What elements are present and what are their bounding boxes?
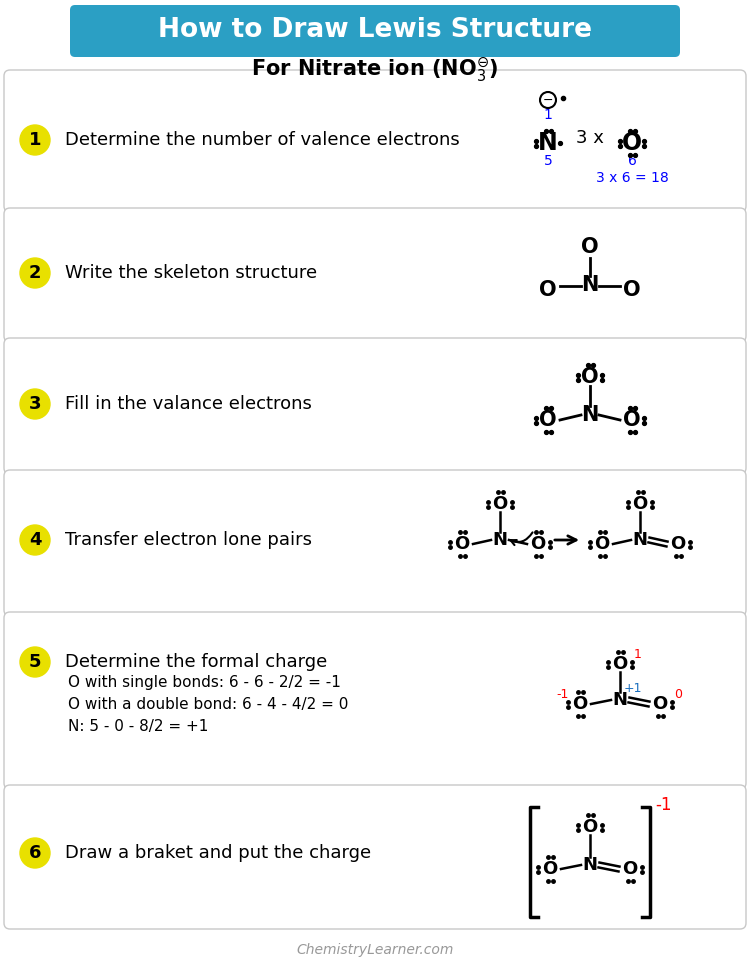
Text: O: O xyxy=(492,495,508,513)
Text: −: − xyxy=(543,94,554,106)
Circle shape xyxy=(20,838,50,868)
Text: Determine the formal charge: Determine the formal charge xyxy=(65,653,327,671)
Text: O: O xyxy=(594,535,610,553)
Text: -1: -1 xyxy=(556,687,569,701)
Text: Write the skeleton structure: Write the skeleton structure xyxy=(65,264,317,282)
FancyBboxPatch shape xyxy=(4,785,746,929)
Text: 6: 6 xyxy=(28,844,41,862)
Text: 2: 2 xyxy=(28,264,41,282)
Text: ChemistryLearner.com: ChemistryLearner.com xyxy=(296,943,454,957)
Text: O: O xyxy=(670,535,686,553)
Text: 3 x: 3 x xyxy=(576,129,604,147)
Text: O: O xyxy=(622,860,638,878)
Text: +1: +1 xyxy=(624,681,642,694)
Circle shape xyxy=(20,258,50,288)
Text: -1: -1 xyxy=(656,796,672,814)
Text: O: O xyxy=(632,495,647,513)
Text: N: N xyxy=(613,691,628,709)
Text: Determine the number of valence electrons: Determine the number of valence electron… xyxy=(65,131,460,149)
Text: O: O xyxy=(530,535,545,553)
Text: 1: 1 xyxy=(544,108,553,122)
FancyBboxPatch shape xyxy=(4,208,746,342)
Text: N: N xyxy=(583,856,598,874)
Text: N: 5 - 0 - 8/2 = +1: N: 5 - 0 - 8/2 = +1 xyxy=(68,718,209,734)
Text: 0: 0 xyxy=(674,687,682,701)
Text: O: O xyxy=(539,410,556,430)
Text: O: O xyxy=(572,695,588,713)
Text: 4: 4 xyxy=(28,531,41,549)
Text: O: O xyxy=(652,695,668,713)
Text: How to Draw Lewis Structure: How to Draw Lewis Structure xyxy=(158,17,592,43)
Text: O: O xyxy=(454,535,470,553)
Text: N: N xyxy=(581,405,598,425)
Text: Transfer electron lone pairs: Transfer electron lone pairs xyxy=(65,531,312,549)
Text: O: O xyxy=(582,818,598,836)
Text: Draw a braket and put the charge: Draw a braket and put the charge xyxy=(65,844,371,862)
FancyBboxPatch shape xyxy=(4,338,746,474)
FancyBboxPatch shape xyxy=(4,70,746,212)
Text: O: O xyxy=(623,280,640,300)
Text: O with single bonds: 6 - 6 - 2/2 = -1: O with single bonds: 6 - 6 - 2/2 = -1 xyxy=(68,675,340,689)
Text: 6: 6 xyxy=(628,154,637,168)
Text: O: O xyxy=(622,131,642,155)
Text: O: O xyxy=(542,860,557,878)
Text: O: O xyxy=(581,367,598,387)
Text: 1: 1 xyxy=(28,131,41,149)
Text: For Nitrate ion (NO$_3^{\ominus}$): For Nitrate ion (NO$_3^{\ominus}$) xyxy=(251,55,499,84)
Circle shape xyxy=(20,125,50,155)
Text: N: N xyxy=(538,131,558,155)
Text: Fill in the valance electrons: Fill in the valance electrons xyxy=(65,395,312,413)
Text: 5: 5 xyxy=(544,154,552,168)
Text: N: N xyxy=(581,275,598,295)
FancyBboxPatch shape xyxy=(4,470,746,616)
Text: O: O xyxy=(612,655,628,673)
Text: O: O xyxy=(581,237,598,257)
Circle shape xyxy=(20,525,50,555)
Text: 1: 1 xyxy=(634,648,642,660)
Circle shape xyxy=(20,389,50,419)
Text: N: N xyxy=(632,531,647,549)
Text: N: N xyxy=(493,531,508,549)
Text: 3 x 6 = 18: 3 x 6 = 18 xyxy=(596,171,668,185)
FancyBboxPatch shape xyxy=(4,612,746,789)
Circle shape xyxy=(20,647,50,677)
Text: O with a double bond: 6 - 4 - 4/2 = 0: O with a double bond: 6 - 4 - 4/2 = 0 xyxy=(68,697,348,711)
FancyBboxPatch shape xyxy=(70,5,680,57)
Text: 5: 5 xyxy=(28,653,41,671)
Text: O: O xyxy=(623,410,640,430)
Text: 3: 3 xyxy=(28,395,41,413)
Text: O: O xyxy=(539,280,556,300)
